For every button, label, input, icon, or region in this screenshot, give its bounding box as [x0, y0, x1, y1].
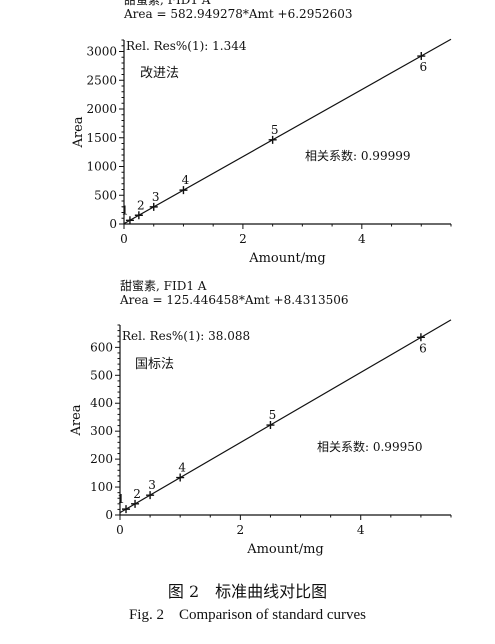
method-label: 改进法 — [140, 66, 179, 81]
data-point-marker — [122, 505, 131, 514]
data-point-marker — [268, 135, 277, 144]
data-point-marker — [134, 211, 143, 220]
data-point-marker — [266, 421, 275, 430]
fit-line — [123, 38, 452, 225]
x-tick-label: 0 — [120, 232, 128, 246]
y-axis-label: Area — [69, 404, 84, 436]
x-axis-label: Amount/mg — [246, 542, 324, 557]
y-tick-label: 2500 — [86, 73, 117, 87]
y-tick-label: 500 — [94, 188, 117, 202]
data-point-label: 3 — [148, 478, 156, 492]
y-tick-label: 200 — [90, 452, 113, 466]
data-point-label: 4 — [182, 173, 190, 187]
y-tick-label: 500 — [90, 368, 113, 382]
fit-line — [119, 319, 452, 514]
data-point-marker — [146, 491, 155, 500]
data-point-label: 2 — [133, 487, 141, 501]
chart-header-line: Area = 125.446458*Amt +8.4313506 — [119, 293, 349, 307]
data-point-marker — [131, 499, 140, 508]
y-tick-label: 1500 — [86, 131, 117, 145]
y-tick-label: 100 — [90, 480, 113, 494]
data-point-label: 2 — [137, 198, 145, 212]
x-tick-label: 2 — [237, 523, 245, 537]
rel-res-label: Rel. Res%(1): 38.088 — [122, 329, 250, 343]
data-point-label: 4 — [178, 461, 186, 475]
data-point-marker — [176, 473, 185, 482]
figure-caption-chinese: 图 2 标准曲线对比图 — [167, 582, 328, 601]
y-tick-label: 0 — [109, 217, 117, 231]
x-tick-label: 0 — [116, 523, 124, 537]
y-axis-label: Area — [71, 116, 86, 148]
y-tick-label: 600 — [90, 340, 113, 354]
chart-header-line: Area = 582.949278*Amt +6.2952603 — [123, 7, 353, 21]
x-axis-label: Amount/mg — [248, 251, 326, 266]
correlation-label: 相关系数: 0.99950 — [317, 439, 422, 454]
y-tick-label: 3000 — [86, 45, 117, 59]
data-point-marker — [179, 186, 188, 195]
data-point-label: 6 — [419, 341, 427, 355]
y-tick-label: 400 — [90, 396, 113, 410]
x-tick-label: 4 — [357, 523, 365, 537]
y-tick-label: 0 — [105, 508, 113, 522]
data-point-label: 3 — [152, 190, 160, 204]
x-tick-label: 4 — [358, 232, 366, 246]
data-point-label: 5 — [269, 408, 277, 422]
rel-res-label: Rel. Res%(1): 1.344 — [126, 39, 247, 53]
y-tick-label: 300 — [90, 424, 113, 438]
data-point-label: 1 — [121, 203, 129, 217]
method-label: 国标法 — [135, 357, 174, 372]
data-point-label: 6 — [419, 60, 427, 74]
data-point-marker — [416, 333, 425, 342]
figure-caption-english: Fig. 2 Comparison of standard curves — [128, 607, 367, 623]
data-point-label: 5 — [271, 123, 279, 137]
y-tick-label: 2000 — [86, 102, 117, 116]
chart-header-line: 甜蜜素, FID1 A — [124, 0, 211, 7]
y-tick-label: 1000 — [86, 160, 117, 174]
data-point-label: 1 — [117, 492, 125, 506]
correlation-label: 相关系数: 0.99999 — [305, 148, 410, 163]
x-tick-label: 2 — [239, 232, 247, 246]
data-point-marker — [125, 216, 134, 225]
data-point-marker — [149, 202, 158, 211]
chart-header-line: 甜蜜素, FID1 A — [120, 278, 207, 293]
data-point-marker — [417, 52, 426, 61]
